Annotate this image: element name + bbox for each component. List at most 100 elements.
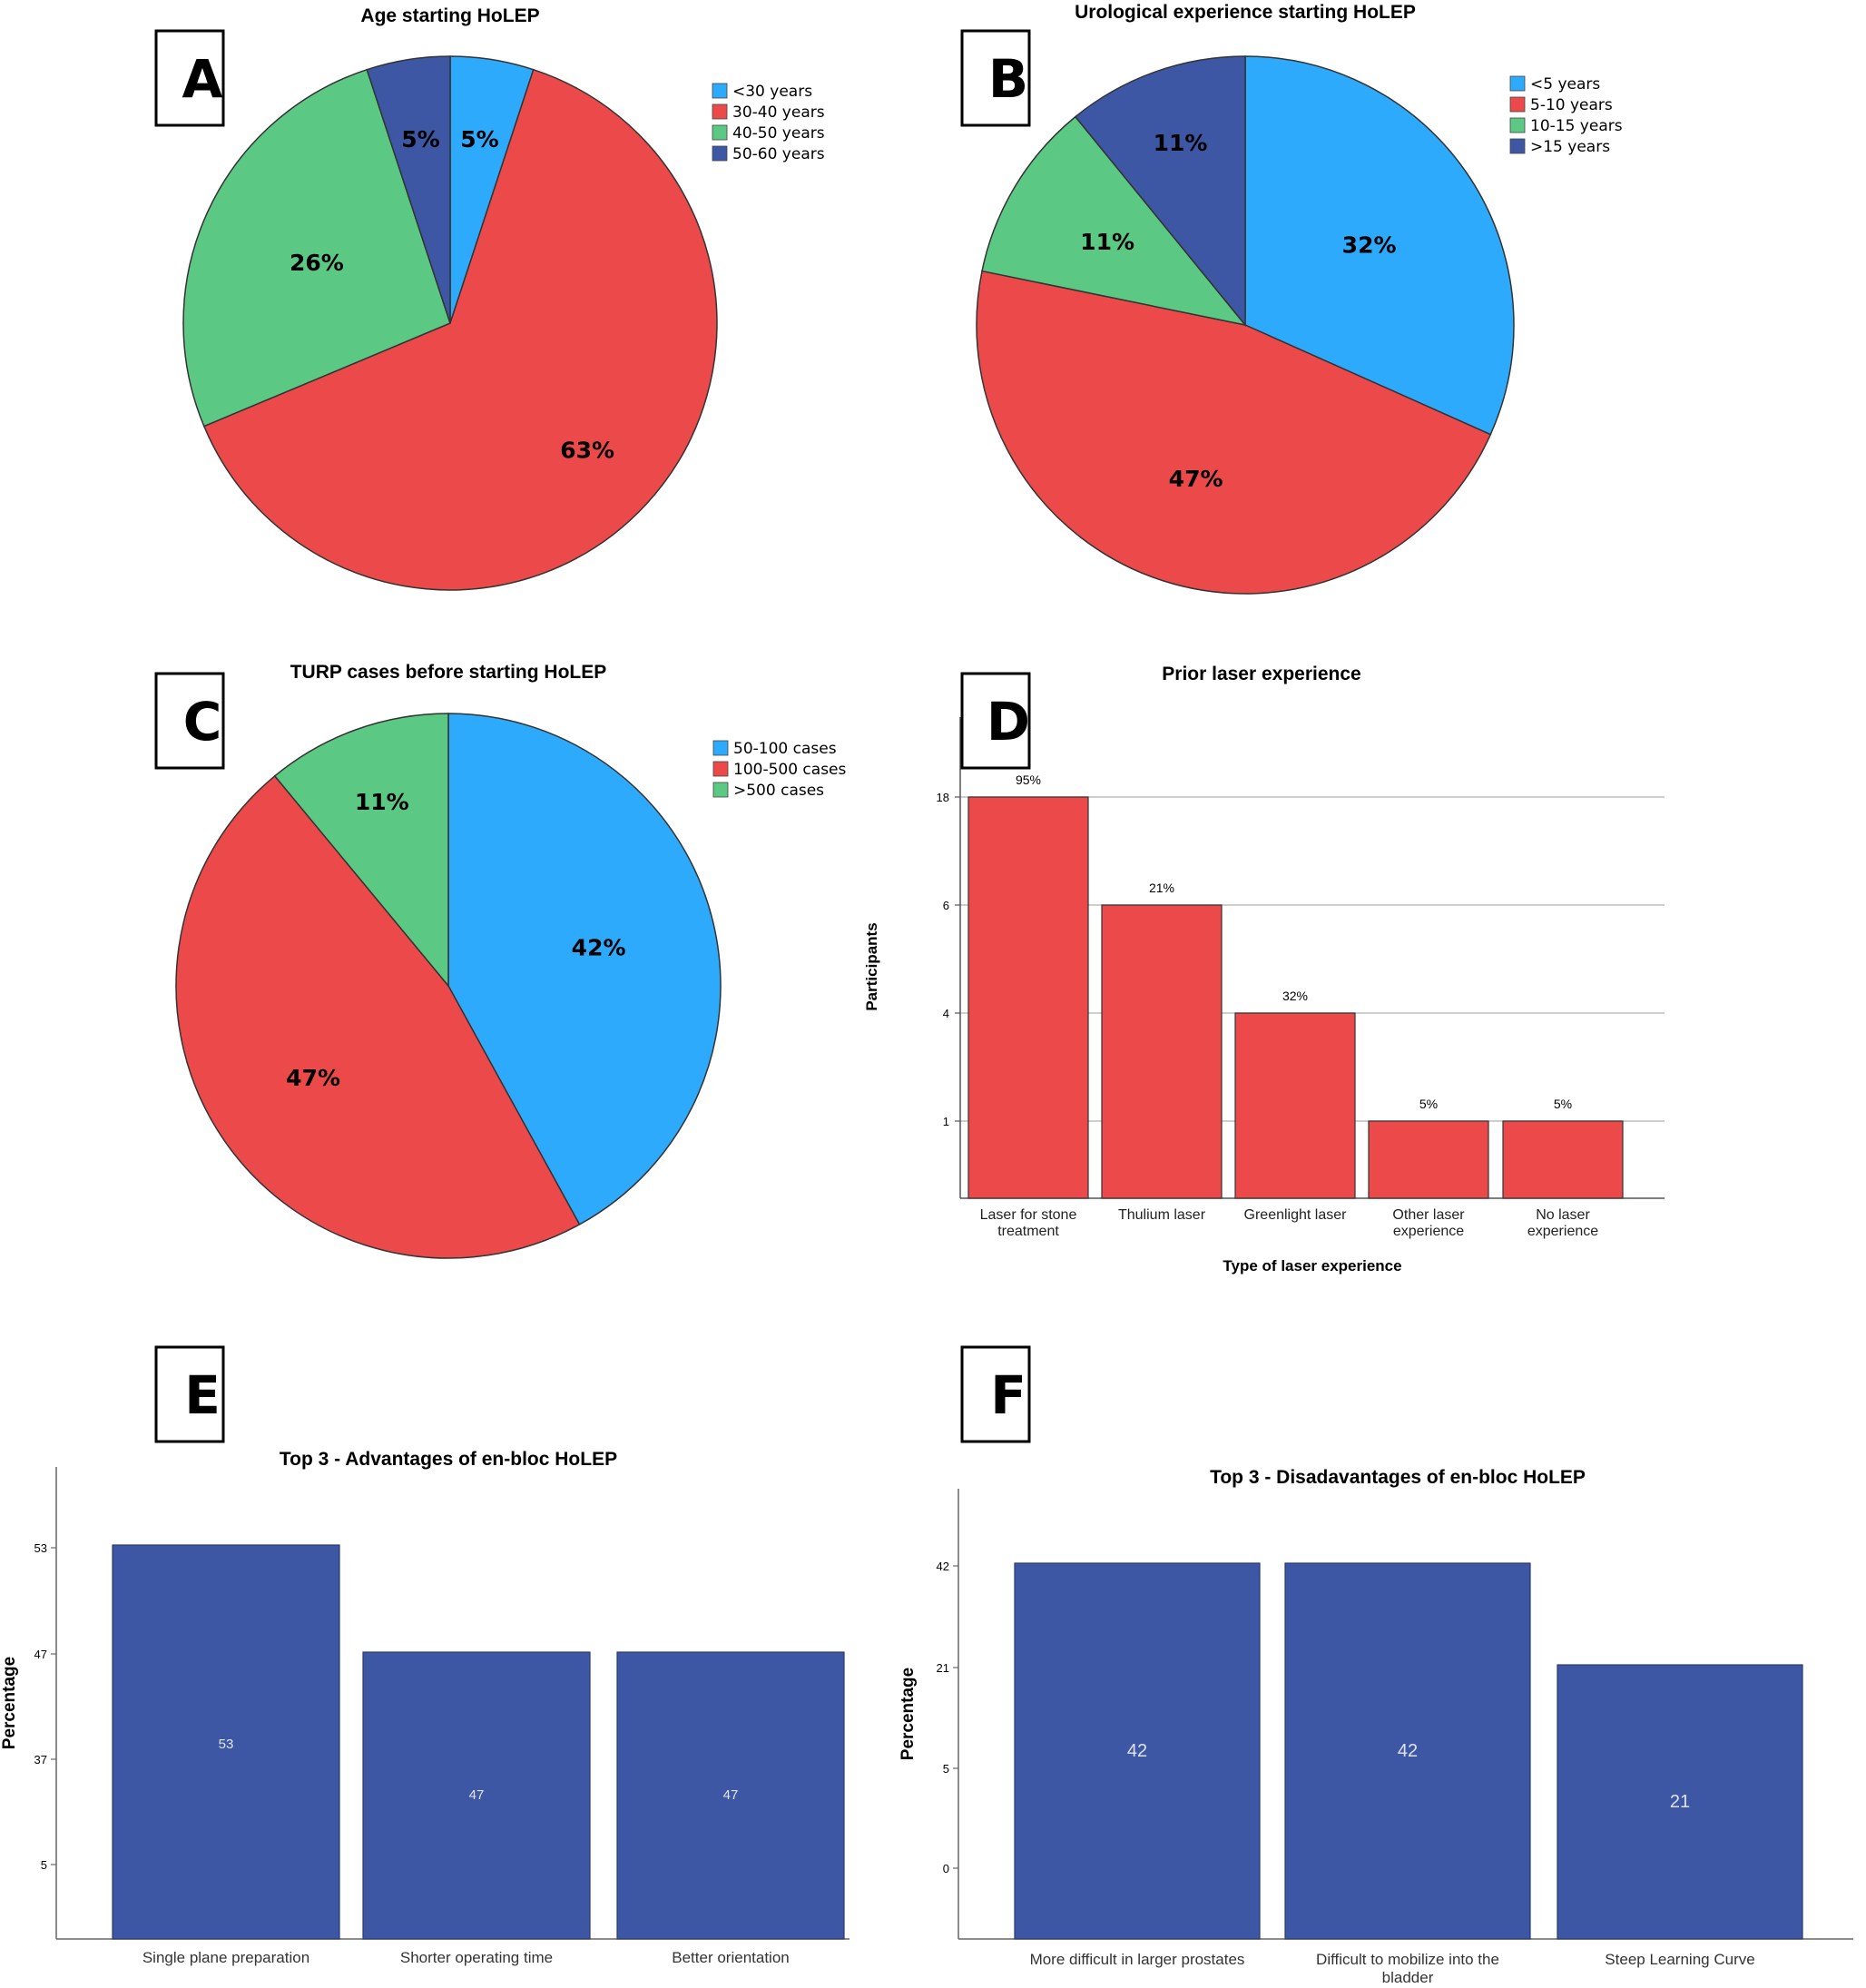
x-category-line: bladder [1382, 1969, 1434, 1986]
x-category-line: Better orientation [672, 1949, 789, 1966]
bar [616, 1651, 845, 1940]
legend-swatch [712, 782, 729, 798]
x-category-line: Difficult to mobilize into the [1316, 1951, 1499, 1968]
bar [1368, 1120, 1489, 1199]
x-category-label: Better orientation [672, 1949, 789, 1966]
panel-letter-frame [154, 672, 225, 770]
bar [1234, 1012, 1356, 1199]
pie-slice-label: 5% [401, 126, 439, 153]
y-tick-label: 6 [943, 899, 949, 912]
x-category-label: No laser experience [1527, 1207, 1598, 1239]
x-category-label: Other laser experience [1392, 1207, 1465, 1239]
pie-slice-2 [175, 774, 581, 1259]
pie-slice-label: 47% [1169, 466, 1223, 492]
bar-value-label: 21% [1149, 881, 1174, 895]
bar-chart-f: Top 3 - Disadavantages of en-bloc HoLEP 4… [899, 1467, 1853, 1986]
x-category-line: Thulium laser [1118, 1207, 1206, 1223]
bar-value-label: 42 [1127, 1741, 1147, 1761]
pie-slice-2 [976, 270, 1492, 595]
panel-letter-box-c: C [154, 672, 225, 770]
bar-value-label: 47 [723, 1787, 739, 1803]
bar [967, 796, 1089, 1199]
x-category-line: More difficult in larger prostates [1030, 1951, 1245, 1968]
legend-swatch [712, 761, 729, 777]
y-tick-label: 5 [943, 1762, 949, 1776]
panel-letter: F [990, 1364, 1026, 1426]
legend-swatch [712, 83, 728, 99]
y-tick-label: 42 [937, 1560, 949, 1573]
y-tick-label: 53 [34, 1541, 47, 1555]
chart-title: Prior laser experience [1162, 664, 1360, 684]
pie-slice-1 [1244, 55, 1515, 436]
bar [1502, 1120, 1624, 1199]
bar-value-label: 42 [1398, 1741, 1418, 1761]
pie-chart-c: TURP cases before starting HoLEP 42% 47% 11… [175, 662, 847, 1259]
y-tick-label: 47 [34, 1648, 47, 1661]
panel-letter: D [987, 691, 1030, 753]
bar-value-label: 32% [1282, 989, 1308, 1003]
bar-chart-d: Prior laser experience 18 6 4 1 95% Laser for … [863, 664, 1665, 1274]
pie-slice-4 [1074, 55, 1246, 328]
y-tick-label: 4 [943, 1007, 949, 1020]
pie-slice-3 [182, 68, 451, 428]
legend-entry: 10-15 years [1530, 117, 1623, 135]
panel-letter-box-b: B [960, 29, 1031, 127]
x-category-line: Laser for stone [980, 1207, 1077, 1223]
legend-swatch [1509, 138, 1526, 154]
x-category-line: Other laser [1392, 1207, 1465, 1223]
legend-entry: <5 years [1530, 75, 1600, 93]
chart-title: Top 3 - Disadavantages of en-bloc HoLEP [1210, 1467, 1586, 1488]
legend-swatch [1509, 75, 1526, 92]
chart-title: Urological experience starting HoLEP [1075, 2, 1416, 23]
pie-slice-1 [447, 713, 722, 1225]
bar-value-label: 21 [1670, 1792, 1690, 1812]
bar [1284, 1562, 1531, 1940]
legend: <5 years 5-10 years 10-15 years >15 years [1509, 75, 1623, 156]
legend-swatch [712, 103, 728, 120]
chart-title: TURP cases before starting HoLEP [290, 662, 607, 683]
panel-letter: A [182, 48, 223, 110]
y-tick-label: 18 [937, 791, 949, 804]
y-axis-title: Percentage [0, 1657, 19, 1749]
y-tick-label: 1 [943, 1115, 949, 1128]
pie-slice-3 [981, 115, 1247, 327]
legend-entry: 30-40 years [732, 103, 825, 122]
legend-swatch [1509, 117, 1526, 133]
legend-swatch [712, 145, 728, 162]
bar [112, 1544, 340, 1940]
legend-entry: 40-50 years [732, 124, 825, 143]
pie-slice-label: 32% [1342, 231, 1397, 258]
pie-slice-label: 42% [572, 935, 626, 961]
pie-slice-label: 63% [560, 438, 614, 464]
pie-slice-label: 11% [355, 789, 409, 815]
x-category-label: Shorter operating time [400, 1949, 553, 1966]
chart-title: Age starting HoLEP [360, 5, 539, 26]
pie-slice-4 [366, 55, 451, 324]
legend-entry: 50-100 cases [733, 740, 837, 758]
x-category-label: Steep Learning Curve [1605, 1951, 1754, 1968]
panel-letter-frame [154, 29, 225, 127]
pie-chart-a: Age starting HoLEP 5% 63% 26% 5% <30 years 30-… [182, 5, 825, 591]
y-axis-title: Percentage [899, 1668, 918, 1760]
pie-slice-label: 26% [290, 250, 344, 276]
pie-slice-label: 47% [286, 1065, 340, 1091]
bar [1014, 1562, 1261, 1940]
legend-entry: 5-10 years [1530, 96, 1613, 114]
bar-value-label: 47 [469, 1787, 485, 1803]
panel-letter: E [184, 1364, 221, 1426]
x-category-line: treatment [997, 1224, 1059, 1239]
bar [1557, 1664, 1803, 1940]
pie-slice-label: 5% [460, 126, 498, 153]
pie-slice-3 [273, 713, 449, 989]
legend-swatch [712, 124, 728, 141]
bar-value-label: 95% [1016, 773, 1041, 787]
legend-entry: 50-60 years [732, 145, 825, 163]
bar-value-label: 5% [1419, 1097, 1438, 1111]
bar-chart-e: Top 3 - Advantages of en-bloc HoLEP 53 47 3… [0, 1449, 850, 1966]
x-category-label: Single plane preparation [142, 1949, 309, 1966]
pie-slice-2 [202, 68, 718, 591]
y-tick-label: 21 [937, 1661, 949, 1675]
panel-letter: B [988, 48, 1028, 110]
x-category-line: experience [1393, 1224, 1464, 1239]
legend-swatch [712, 740, 729, 756]
